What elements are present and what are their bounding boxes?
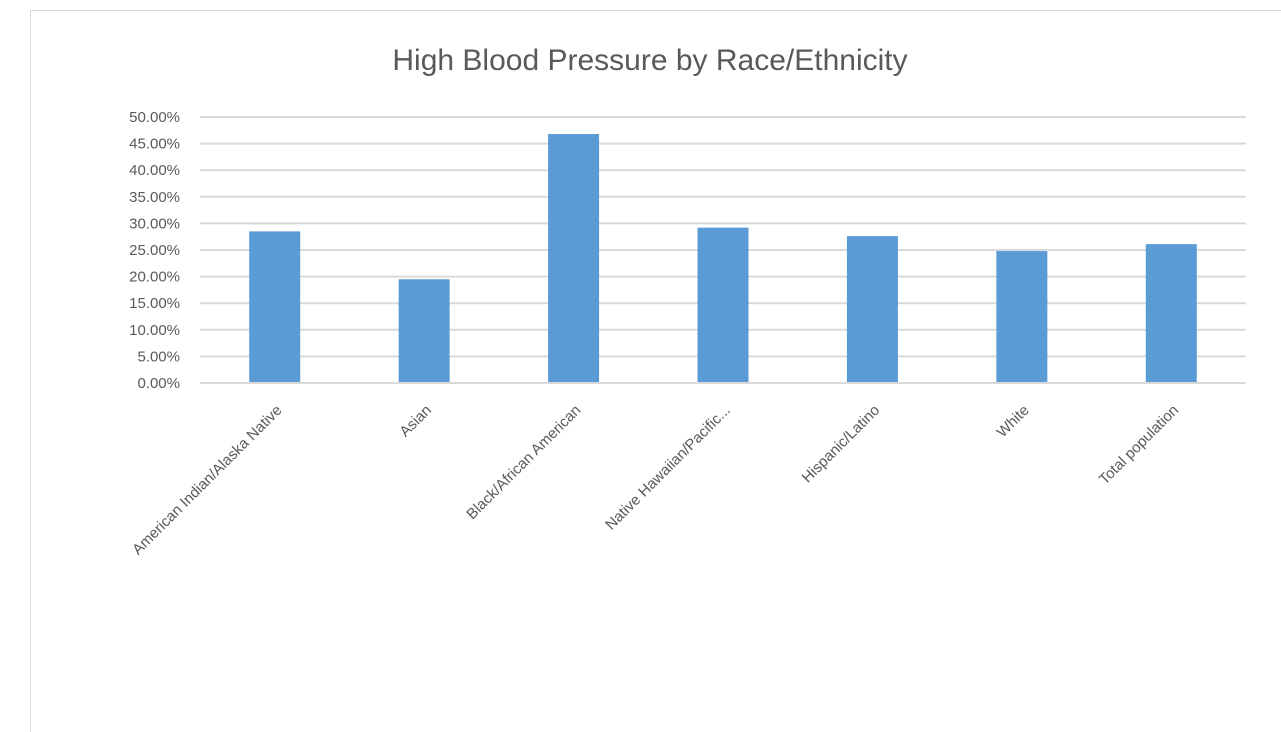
y-tick-label: 45.00% <box>129 136 180 153</box>
bar <box>697 227 749 383</box>
x-tick-label: Total population <box>1096 402 1182 488</box>
x-tick-label: Hispanic/Latino <box>799 402 884 487</box>
bar <box>249 231 301 383</box>
bar <box>398 279 450 383</box>
y-tick-label: 35.00% <box>129 189 180 206</box>
x-tick-label: Native Hawaiian/Pacific... <box>602 402 734 534</box>
chart-title: High Blood Pressure by Race/Ethnicity <box>392 44 908 77</box>
bar <box>548 134 600 383</box>
y-tick-label: 15.00% <box>129 295 180 312</box>
y-tick-label: 0.00% <box>137 375 180 392</box>
y-axis-ticks: 0.00% 5.00% 10.00% 15.00% 20.00% 25.00% 30.00%… <box>129 109 180 392</box>
y-tick-label: 5.00% <box>137 348 180 365</box>
chart-frame <box>30 10 1281 732</box>
bars <box>249 134 1197 383</box>
x-axis-labels: American Indian/Alaska Native Asian Black/… <box>129 402 1182 558</box>
y-tick-label: 50.00% <box>129 109 180 126</box>
x-tick-label: White <box>994 402 1033 441</box>
x-tick-label: Asian <box>396 402 435 441</box>
y-tick-label: 10.00% <box>129 322 180 339</box>
bar <box>996 251 1048 383</box>
y-tick-label: 25.00% <box>129 242 180 259</box>
bar <box>846 236 898 383</box>
y-tick-label: 20.00% <box>129 269 180 286</box>
x-tick-label: American Indian/Alaska Native <box>129 402 285 558</box>
x-tick-label: Black/African American <box>463 402 584 523</box>
bar <box>1145 244 1197 383</box>
y-tick-label: 40.00% <box>129 162 180 179</box>
y-tick-label: 30.00% <box>129 215 180 232</box>
